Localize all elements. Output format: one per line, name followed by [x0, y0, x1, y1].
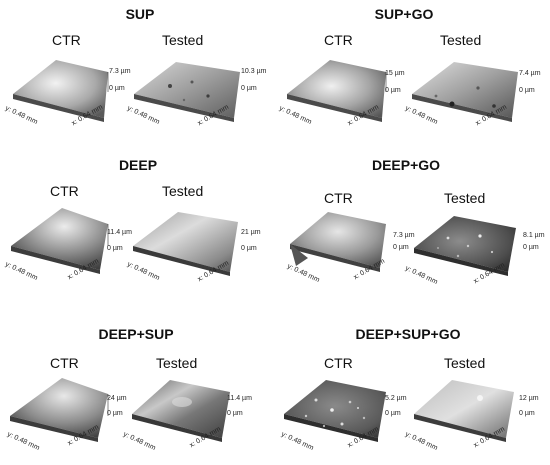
ctr-height-zero: 0 µm [107, 245, 123, 252]
panel-title: DEEP+GO [371, 157, 441, 173]
ctr-height-zero: 0 µm [385, 87, 401, 94]
tested-label: Tested [156, 355, 198, 371]
ctr-label: CTR [52, 32, 81, 48]
ctr-surface-sample [8, 52, 138, 132]
surface-3d-plot [414, 380, 514, 442]
surface-3d-plot [132, 380, 230, 442]
surface-3d-plot [134, 62, 240, 122]
tested-height-max: 7.4 µm [519, 70, 541, 77]
tested-label: Tested [444, 355, 486, 371]
tested-label: Tested [162, 32, 204, 48]
surface-3d-plot [10, 378, 109, 442]
surface-3d-plot [290, 212, 386, 272]
tested-height-max: 12 µm [519, 395, 539, 402]
panel-title: SUP+GO [374, 6, 434, 22]
ctr-label: CTR [324, 32, 353, 48]
tested-height-zero: 0 µm [241, 85, 257, 92]
tested-surface-sample [126, 372, 256, 452]
ctr-surface-sample [280, 370, 410, 452]
ctr-height-max: 15 µm [385, 70, 405, 77]
ctr-surface-sample [8, 200, 138, 284]
tested-label: Tested [162, 183, 204, 199]
ctr-height-zero: 0 µm [393, 244, 409, 251]
ctr-label: CTR [50, 355, 79, 371]
panel-title: DEEP+SUP [98, 326, 174, 342]
ctr-height-zero: 0 µm [109, 85, 125, 92]
surface-3d-plot [13, 60, 109, 122]
panel-title: DEEP+SUP+GO [355, 326, 461, 342]
ctr-height-max: 7.3 µm [393, 232, 415, 239]
tested-height-zero: 0 µm [227, 410, 243, 417]
tested-height-max: 8.1 µm [523, 232, 545, 239]
panel-title: SUP [125, 6, 155, 22]
ctr-height-zero: 0 µm [107, 410, 123, 417]
tested-height-max: 10.3 µm [241, 68, 267, 75]
tested-height-zero: 0 µm [519, 410, 535, 417]
ctr-surface-sample [282, 206, 412, 286]
ctr-surface-sample [6, 372, 136, 452]
surface-3d-plot [412, 62, 518, 122]
tested-height-max: 11.4 µm [227, 395, 252, 402]
ctr-height-max: 24 µm [107, 395, 127, 402]
surface-3d-plot [287, 60, 387, 122]
surface-3d-plot [133, 212, 238, 276]
tested-height-max: 21 µm [241, 229, 261, 236]
panel-title: DEEP [118, 157, 158, 173]
tested-surface-sample [408, 52, 538, 132]
ctr-label: CTR [324, 190, 353, 206]
ctr-surface-sample [282, 52, 412, 132]
ctr-height-zero: 0 µm [385, 410, 401, 417]
ctr-height-max: 7.3 µm [109, 68, 131, 75]
ctr-label: CTR [50, 183, 79, 199]
ctr-label: CTR [324, 355, 353, 371]
surface-3d-plot [414, 216, 516, 276]
tested-surface-sample [130, 200, 260, 284]
tested-label: Tested [440, 32, 482, 48]
surface-3d-plot [11, 208, 109, 274]
ctr-height-max: 5.2 µm [385, 395, 407, 402]
tested-surface-sample [408, 372, 538, 452]
surface-3d-plot [284, 380, 386, 442]
ctr-height-max: 11.4 µm [107, 229, 132, 236]
tested-height-zero: 0 µm [523, 244, 539, 251]
tested-height-zero: 0 µm [241, 245, 257, 252]
tested-height-zero: 0 µm [519, 87, 535, 94]
tested-surface-sample [130, 52, 260, 132]
tested-surface-sample [408, 208, 538, 288]
tested-label: Tested [444, 190, 486, 206]
